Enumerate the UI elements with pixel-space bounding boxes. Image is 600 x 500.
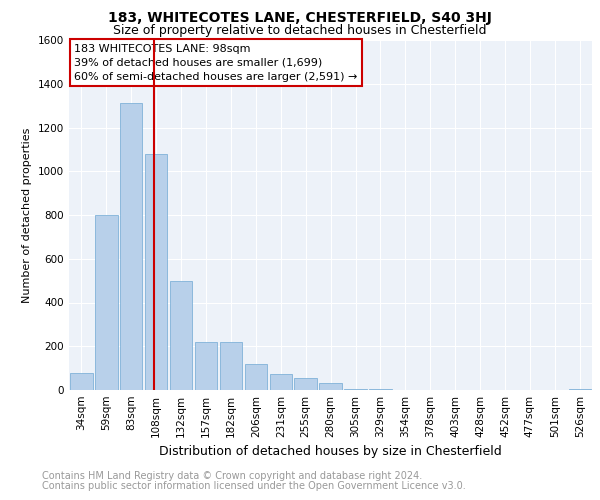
Text: 183, WHITECOTES LANE, CHESTERFIELD, S40 3HJ: 183, WHITECOTES LANE, CHESTERFIELD, S40 …: [108, 11, 492, 25]
Bar: [170, 280, 193, 390]
Bar: [269, 374, 292, 390]
Bar: [120, 104, 142, 390]
Bar: [245, 364, 267, 390]
Bar: [145, 154, 167, 390]
Y-axis label: Number of detached properties: Number of detached properties: [22, 128, 32, 302]
Bar: [369, 389, 392, 390]
Bar: [70, 372, 92, 390]
Text: Contains public sector information licensed under the Open Government Licence v3: Contains public sector information licen…: [42, 481, 466, 491]
Bar: [569, 389, 591, 390]
Text: 183 WHITECOTES LANE: 98sqm
39% of detached houses are smaller (1,699)
60% of sem: 183 WHITECOTES LANE: 98sqm 39% of detach…: [74, 44, 358, 82]
Text: Size of property relative to detached houses in Chesterfield: Size of property relative to detached ho…: [113, 24, 487, 37]
Bar: [95, 215, 118, 390]
Bar: [195, 342, 217, 390]
Text: Contains HM Land Registry data © Crown copyright and database right 2024.: Contains HM Land Registry data © Crown c…: [42, 471, 422, 481]
Bar: [344, 389, 367, 390]
Bar: [319, 384, 342, 390]
X-axis label: Distribution of detached houses by size in Chesterfield: Distribution of detached houses by size …: [159, 446, 502, 458]
Bar: [220, 342, 242, 390]
Bar: [295, 378, 317, 390]
